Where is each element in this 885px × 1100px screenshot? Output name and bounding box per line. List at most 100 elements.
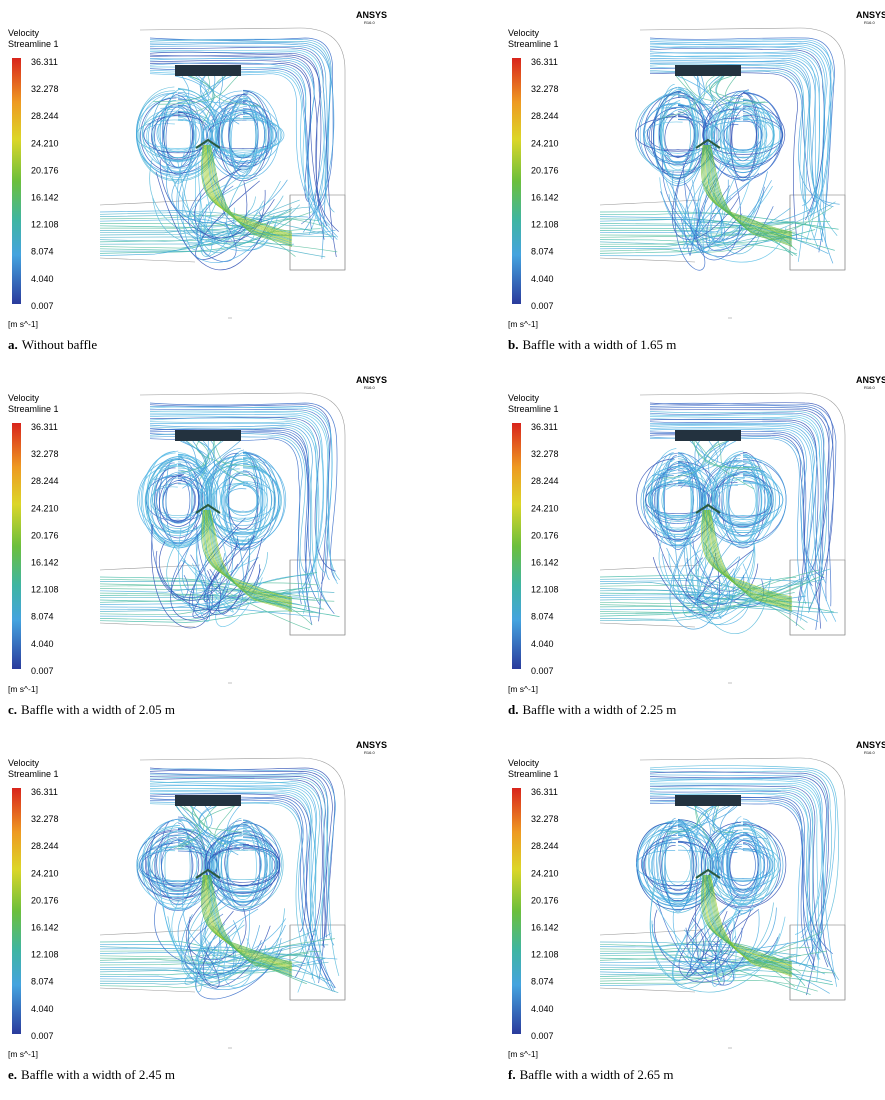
streamlines xyxy=(100,393,345,683)
caption-text: Baffle with a width of 1.65 m xyxy=(522,337,676,352)
colorbar-label: 16.142 xyxy=(31,193,59,203)
colorbar-unit: [m s^-1] xyxy=(8,319,38,329)
colorbar-label: 12.108 xyxy=(31,950,59,960)
colorbar-label: 8.074 xyxy=(531,977,554,987)
filter xyxy=(175,795,241,806)
colorbar-label: 12.108 xyxy=(531,950,559,960)
colorbar xyxy=(512,58,521,304)
streamline xyxy=(196,76,209,103)
colorbar-unit: [m s^-1] xyxy=(8,684,38,694)
colorbar-label: 0.007 xyxy=(531,1031,554,1041)
colorbar-label: 24.210 xyxy=(31,138,59,148)
colorbar xyxy=(512,788,521,1034)
panel: VelocityStreamline 136.31132.27828.24424… xyxy=(508,740,885,1082)
colorbar-unit: [m s^-1] xyxy=(8,1049,38,1059)
legend-title: Velocity xyxy=(8,28,40,38)
colorbar-label: 36.311 xyxy=(31,422,58,432)
filter xyxy=(675,795,741,806)
colorbar-label: 4.040 xyxy=(531,1004,554,1014)
colorbar-label: 4.040 xyxy=(531,274,554,284)
streamline xyxy=(650,789,820,960)
streamlines xyxy=(600,393,845,683)
version: R16.0 xyxy=(364,385,375,390)
colorbar-label: 32.278 xyxy=(31,84,59,94)
caption-label: f. xyxy=(508,1067,516,1082)
colorbar-label: 8.074 xyxy=(31,612,54,622)
colorbar-label: 20.176 xyxy=(31,895,59,905)
legend-title: Velocity xyxy=(508,758,540,768)
caption-text: Baffle with a width of 2.25 m xyxy=(522,702,676,717)
streamlines xyxy=(600,28,845,318)
colorbar-label: 0.007 xyxy=(31,301,54,311)
legend-subtitle: Streamline 1 xyxy=(8,404,59,414)
colorbar-label: 32.278 xyxy=(31,449,59,459)
version: R16.0 xyxy=(364,20,375,25)
colorbar-label: 32.278 xyxy=(31,814,59,824)
colorbar-label: 8.074 xyxy=(31,977,54,987)
caption: a.Without baffle xyxy=(8,337,97,352)
panel: VelocityStreamline 136.31132.27828.24424… xyxy=(8,10,387,352)
legend-subtitle: Streamline 1 xyxy=(8,39,59,49)
caption-label: c. xyxy=(8,702,17,717)
streamline xyxy=(650,783,822,938)
colorbar-label: 0.007 xyxy=(531,666,554,676)
caption-label: a. xyxy=(8,337,18,352)
filter xyxy=(175,430,241,441)
caption: d. Baffle with a width of 2.25 m xyxy=(508,702,676,717)
colorbar-label: 0.007 xyxy=(31,1031,54,1041)
streamlines xyxy=(100,28,345,318)
streamline xyxy=(207,468,280,534)
colorbar-label: 28.244 xyxy=(531,111,559,121)
colorbar-label: 20.176 xyxy=(31,165,59,175)
colorbar-label: 0.007 xyxy=(31,666,54,676)
legend-title: Velocity xyxy=(508,28,540,38)
outlet-box xyxy=(790,560,845,635)
panel: VelocityStreamline 136.31132.27828.24424… xyxy=(8,375,387,717)
colorbar-label: 8.074 xyxy=(531,247,554,257)
colorbar-label: 28.244 xyxy=(31,476,59,486)
version: R16.0 xyxy=(364,750,375,755)
streamline xyxy=(226,485,257,511)
caption-label: b. xyxy=(508,337,518,352)
legend-subtitle: Streamline 1 xyxy=(508,404,559,414)
colorbar-label: 28.244 xyxy=(531,841,559,851)
colorbar-label: 24.210 xyxy=(31,503,59,513)
colorbar-label: 24.210 xyxy=(531,868,559,878)
colorbar-label: 16.142 xyxy=(531,558,559,568)
caption-label: d. xyxy=(508,702,518,717)
brand: ANSYS xyxy=(356,740,387,750)
colorbar-label: 12.108 xyxy=(31,220,59,230)
colorbar-label: 4.040 xyxy=(31,1004,54,1014)
colorbar-label: 8.074 xyxy=(531,612,554,622)
colorbar-label: 4.040 xyxy=(531,639,554,649)
colorbar-label: 24.210 xyxy=(31,868,59,878)
caption-label: e. xyxy=(8,1067,17,1082)
colorbar-label: 32.278 xyxy=(531,84,559,94)
colorbar-label: 24.210 xyxy=(531,138,559,148)
legend-subtitle: Streamline 1 xyxy=(8,769,59,779)
colorbar-unit: [m s^-1] xyxy=(508,1049,538,1059)
streamline xyxy=(150,789,315,935)
colorbar-label: 28.244 xyxy=(31,111,59,121)
colorbar-label: 16.142 xyxy=(31,923,59,933)
streamline xyxy=(206,145,292,239)
colorbar-label: 36.311 xyxy=(531,787,558,797)
streamlines xyxy=(600,758,845,1048)
colorbar-label: 16.142 xyxy=(531,193,559,203)
legend-title: Velocity xyxy=(508,393,540,403)
brand: ANSYS xyxy=(356,10,387,20)
caption: c.Baffle with a width of 2.05 m xyxy=(8,702,175,717)
colorbar-label: 28.244 xyxy=(531,476,559,486)
caption: b. Baffle with a width of 1.65 m xyxy=(508,337,676,352)
figure: VelocityStreamline 136.31132.27828.24424… xyxy=(0,0,885,1100)
streamline xyxy=(142,109,212,157)
outlet-box xyxy=(290,560,345,635)
colorbar-label: 32.278 xyxy=(531,814,559,824)
streamline xyxy=(650,425,813,585)
colorbar-unit: [m s^-1] xyxy=(508,319,538,329)
colorbar-label: 4.040 xyxy=(31,639,54,649)
colorbar-label: 20.176 xyxy=(531,165,559,175)
version: R16.0 xyxy=(864,385,875,390)
colorbar-label: 20.176 xyxy=(31,530,59,540)
streamline xyxy=(650,67,811,212)
